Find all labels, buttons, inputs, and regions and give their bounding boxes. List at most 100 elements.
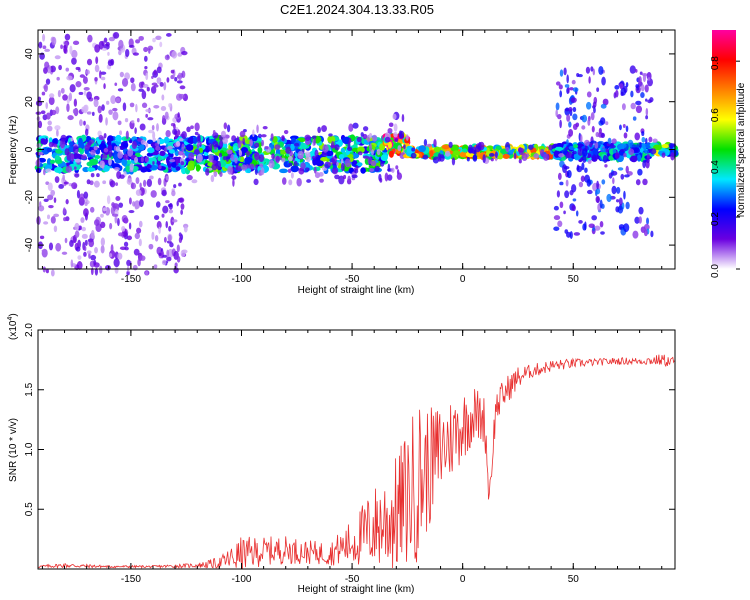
spectrogram-cell	[619, 83, 624, 90]
spectrogram-cell	[605, 148, 609, 153]
spectrogram-cell	[253, 178, 259, 186]
spectrogram-cell	[582, 148, 588, 157]
spectrogram-cell	[568, 121, 572, 128]
spectrogram-cell	[115, 97, 121, 103]
spectrogram-cell	[44, 61, 50, 69]
spectrogram-cell	[648, 136, 653, 143]
spectrogram-cell	[612, 149, 617, 154]
spectrogram-cell	[77, 147, 83, 153]
spectrogram-cell	[245, 150, 250, 156]
spectrogram-cell	[630, 155, 638, 163]
spectrogram-cell	[117, 151, 124, 159]
x-tick-label: 0	[460, 574, 466, 585]
spectrogram-cell	[392, 113, 397, 120]
colorbar-ticks: 0.0 0.2 0.4 0.6 0.8	[710, 56, 740, 278]
y-tick-label: -20	[24, 190, 35, 205]
spectrogram-cell	[513, 152, 517, 160]
spectrogram-cell	[121, 77, 129, 87]
spectrogram-cell	[123, 241, 129, 247]
spectrogram-cell	[618, 197, 623, 206]
spectrogram-cell	[178, 197, 185, 203]
spectrogram-cell	[162, 205, 169, 214]
spectrogram-cell	[180, 249, 186, 258]
spectrogram-cell	[93, 180, 100, 188]
spectrogram-cell	[288, 162, 293, 167]
spectrogram-cell	[111, 202, 115, 208]
spectrogram-cell	[606, 193, 612, 203]
spectrogram-cell	[369, 168, 375, 172]
spectrogram-cell	[293, 160, 298, 166]
spectrogram-cell	[374, 165, 380, 172]
spectrogram-cell	[231, 175, 237, 180]
spectrogram-cell	[108, 109, 113, 115]
spectrogram-cell	[621, 103, 626, 111]
spectrogram-cell	[134, 205, 139, 210]
spectrogram-cell	[156, 77, 162, 84]
spectrogram-cell	[79, 193, 85, 202]
spectrogram-cell	[102, 165, 110, 172]
spectrogram-cell	[398, 130, 403, 139]
spectrogram-cell	[418, 145, 426, 153]
spectrogram-cell	[411, 147, 416, 152]
spectrogram-cell	[43, 66, 48, 74]
spectrogram-cell	[371, 149, 375, 156]
spectrogram-cell	[148, 243, 154, 250]
spectrogram-panel: -150 -100 -50 0 50 -40 -20 0 20 40 Height of stra…	[8, 29, 679, 296]
spectrogram-cell	[558, 153, 565, 158]
spectrogram-cell	[586, 91, 592, 98]
spectrogram-cell	[208, 142, 213, 151]
spectrogram-cell	[45, 102, 49, 110]
spectrogram-cell	[634, 68, 638, 73]
spectrogram-cell	[653, 144, 662, 151]
spectrogram-cell	[121, 225, 126, 232]
spectrogram-cell	[176, 200, 179, 207]
spectrogram-cell	[175, 158, 179, 166]
spectrogram-cell	[596, 180, 599, 190]
spectrogram-cell	[642, 178, 648, 186]
spectrogram-cell	[410, 152, 417, 159]
spectrogram-cell	[629, 65, 636, 74]
spectrogram-cell	[130, 182, 137, 190]
spectrogram-cell	[101, 47, 107, 52]
spectrogram-cell	[153, 84, 159, 88]
spectrogram-cell	[68, 141, 74, 146]
spectrogram-cell	[355, 165, 359, 171]
spectrogram-cell	[165, 200, 170, 204]
spectrogram-cell	[166, 77, 170, 83]
spectrogram-cell	[426, 143, 432, 148]
spectrogram-cell	[581, 125, 586, 130]
spectrogram-cell	[103, 132, 107, 139]
spectrogram-cell	[638, 76, 642, 85]
spectrogram-cell	[199, 141, 202, 148]
spectrogram-cell	[625, 165, 629, 174]
spectrogram-cell	[100, 71, 107, 75]
spectrogram-cell	[83, 86, 90, 91]
spectrogram-cell	[640, 92, 645, 99]
spectrogram-cell	[601, 76, 606, 86]
spectrogram-cell	[119, 71, 125, 78]
spectrogram-cell	[264, 146, 269, 150]
spectrogram-cell	[156, 221, 162, 230]
spectrogram-cell	[113, 258, 120, 268]
spectrogram-cell	[559, 119, 562, 129]
spectrogram-cell	[108, 253, 113, 258]
spectrogram-cell	[600, 103, 607, 109]
spectrogram-cell	[86, 91, 92, 100]
spectrogram-cell	[79, 119, 83, 127]
spectrogram-cell	[50, 269, 55, 277]
spectrogram-cell	[287, 168, 292, 173]
spectrogram-cell	[262, 126, 268, 130]
spectrogram-cell	[38, 120, 43, 129]
spectrogram-cell	[65, 165, 73, 173]
spectrogram-cell	[100, 213, 104, 218]
spectrogram-cell	[126, 259, 131, 267]
spectrogram-cell	[616, 186, 621, 194]
spectrogram-cell	[580, 175, 585, 182]
spectrogram-cell	[98, 134, 104, 140]
spectrogram-cell	[56, 76, 60, 81]
spectrogram-cell	[129, 102, 135, 108]
spectrogram-cell	[554, 146, 564, 151]
spectrogram-cell	[156, 123, 159, 132]
spectrogram-cell	[599, 117, 606, 125]
spectrogram-cell	[360, 132, 364, 137]
